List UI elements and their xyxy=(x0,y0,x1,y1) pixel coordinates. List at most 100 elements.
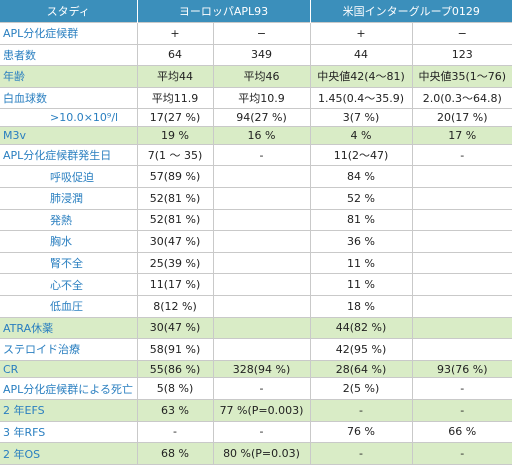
cell: 66 % xyxy=(411,420,512,444)
cell: 7(1 〜 35) xyxy=(136,143,214,167)
cell: 80 %(P=0.03) xyxy=(212,442,311,465)
empty-cell xyxy=(411,165,512,189)
cell: 84 % xyxy=(309,165,413,189)
header-row: スタディ ヨーロッパAPL93 米国インターグループ0129 xyxy=(0,0,512,23)
row-label: 胸水 xyxy=(0,230,138,253)
cell: 1.45(0.4〜35.9) xyxy=(309,86,413,110)
row-label: APL分化症候群による死亡 xyxy=(0,377,138,401)
row-label: ATRA休薬 xyxy=(0,316,138,340)
row-label: 低血圧 xyxy=(0,294,138,318)
cell: 328(94 %) xyxy=(212,359,311,379)
empty-cell xyxy=(411,187,512,210)
row-label: APL分化症候群 xyxy=(0,22,138,45)
cell: 64 xyxy=(136,43,214,67)
table-row: CR 55(86 %) 328(94 %) 28(64 %) 93(76 %) xyxy=(0,359,512,379)
table-row: 腎不全 25(39 %) 11 % xyxy=(0,251,512,275)
table-row: 肺浸潤 52(81 %) 52 % xyxy=(0,187,512,210)
cell: 94(27 %) xyxy=(212,108,311,128)
cell: 11 % xyxy=(309,251,413,275)
cell: - xyxy=(309,399,413,422)
row-label: CR xyxy=(0,359,138,379)
table-row: 発熱 52(81 %) 81 % xyxy=(0,208,512,232)
empty-cell xyxy=(411,273,512,296)
cell: 平均46 xyxy=(212,65,311,88)
row-label: >10.0×10⁹/l xyxy=(0,108,138,128)
table-row: ステロイド治療 58(91 %) 42(95 %) xyxy=(0,338,512,361)
cell: 25(39 %) xyxy=(136,251,214,275)
row-label: 患者数 xyxy=(0,43,138,67)
header-cell: 米国インターグループ0129 xyxy=(309,0,512,23)
table-row: 2 年OS 68 % 80 %(P=0.03) - - xyxy=(0,442,512,465)
table-row: 心不全 11(17 %) 11 % xyxy=(0,273,512,296)
cell: - xyxy=(411,377,512,401)
cell: 28(64 %) xyxy=(309,359,413,379)
cell: 42(95 %) xyxy=(309,338,413,361)
row-label: 白血球数 xyxy=(0,86,138,110)
empty-cell xyxy=(212,230,311,253)
table-row: 胸水 30(47 %) 36 % xyxy=(0,230,512,253)
empty-cell xyxy=(411,338,512,361)
cell: 52(81 %) xyxy=(136,187,214,210)
row-label: 3 年RFS xyxy=(0,420,138,444)
table-row: 3 年RFS - -76 % 66 % xyxy=(0,420,512,444)
row-label: APL分化症候群発生日 xyxy=(0,143,138,167)
cell: 2(5 %) xyxy=(309,377,413,401)
empty-cell xyxy=(212,273,311,296)
cell: 18 % xyxy=(309,294,413,318)
cell: 中央値42(4〜81) xyxy=(309,65,413,88)
table-row: 白血球数 平均11.9 平均10.9 1.45(0.4〜35.9) 2.0(0.3〜64… xyxy=(0,86,512,110)
header-cell: ヨーロッパAPL93 xyxy=(136,0,311,23)
cell: 123 xyxy=(411,43,512,67)
empty-cell xyxy=(212,187,311,210)
cell: 17 % xyxy=(411,126,512,145)
empty-cell xyxy=(411,316,512,340)
row-label: 2 年EFS xyxy=(0,399,138,422)
empty-cell xyxy=(212,338,311,361)
cell: 30(47 %) xyxy=(136,230,214,253)
cell: - xyxy=(212,143,311,167)
cell: − xyxy=(411,22,512,45)
cell: - xyxy=(309,442,413,465)
cell: 52 % xyxy=(309,187,413,210)
cell: 5(8 %) xyxy=(136,377,214,401)
cell: 2.0(0.3〜64.8) xyxy=(411,86,512,110)
cell: + xyxy=(136,22,214,45)
row-label: ステロイド治療 xyxy=(0,338,138,361)
cell: 93(76 %) xyxy=(411,359,512,379)
cell: 52(81 %) xyxy=(136,208,214,232)
empty-cell xyxy=(411,251,512,275)
cell: 349 xyxy=(212,43,311,67)
cell: 平均10.9 xyxy=(212,86,311,110)
empty-cell xyxy=(411,230,512,253)
cell: 36 % xyxy=(309,230,413,253)
cell: 57(89 %) xyxy=(136,165,214,189)
cell: 63 % xyxy=(136,399,214,422)
empty-cell xyxy=(212,316,311,340)
table-row: APL分化症候群による死亡 5(8 %) -2(5 %) - xyxy=(0,377,512,401)
cell: 11(2〜47) xyxy=(309,143,413,167)
table-body: APL分化症候群 + − + − 患者数 64 349 44 123 年齢 平均44 平均46 中央値42… xyxy=(0,22,512,465)
cell: 77 %(P=0.003) xyxy=(212,399,311,422)
table-row: APL分化症候群発生日 7(1 〜 35) -11(2〜47) - xyxy=(0,143,512,167)
cell: 76 % xyxy=(309,420,413,444)
cell: 81 % xyxy=(309,208,413,232)
cell: - xyxy=(136,420,214,444)
cell: 11 % xyxy=(309,273,413,296)
cell: 平均44 xyxy=(136,65,214,88)
cell: 16 % xyxy=(212,126,311,145)
empty-cell xyxy=(212,165,311,189)
cell: 17(27 %) xyxy=(136,108,214,128)
cell: 55(86 %) xyxy=(136,359,214,379)
row-label: 心不全 xyxy=(0,273,138,296)
table-row: APL分化症候群 + − + − xyxy=(0,22,512,45)
empty-cell xyxy=(411,208,512,232)
table-row: 低血圧 8(12 %) 18 % xyxy=(0,294,512,318)
cell: 平均11.9 xyxy=(136,86,214,110)
cell: - xyxy=(411,399,512,422)
cell: 8(12 %) xyxy=(136,294,214,318)
empty-cell xyxy=(212,294,311,318)
empty-cell xyxy=(212,208,311,232)
cell: 中央値35(1〜76) xyxy=(411,65,512,88)
cell: 3(7 %) xyxy=(309,108,413,128)
